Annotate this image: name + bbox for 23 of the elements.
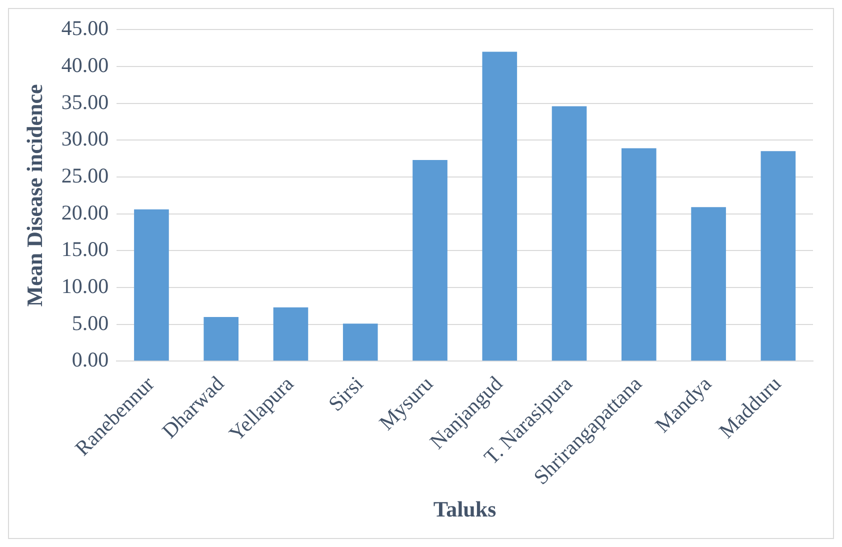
y-tick-label: 30.00 [61, 126, 109, 151]
bar [204, 316, 239, 361]
y-tick-label: 40.00 [61, 52, 109, 77]
y-tick-label: 15.00 [61, 237, 109, 262]
bar [273, 307, 308, 361]
bar [760, 151, 796, 361]
y-tick-label: 0.00 [72, 348, 109, 372]
x-tick-label: Sirsi [324, 371, 368, 416]
y-tick-label: 25.00 [61, 163, 109, 188]
bar [482, 52, 518, 361]
bar [622, 148, 656, 361]
y-tick-label: 10.00 [61, 274, 109, 298]
bar [691, 207, 726, 361]
bar [412, 160, 448, 361]
y-tick-label: 35.00 [61, 90, 109, 114]
x-axis-title: Taluks [433, 496, 497, 522]
y-tick-label: 5.00 [72, 310, 109, 335]
y-tick-label: 45.00 [61, 16, 109, 40]
y-tick-label: 20.00 [61, 200, 109, 224]
bar [134, 209, 169, 361]
bar [552, 106, 587, 361]
bar [342, 324, 378, 361]
y-axis-title: Mean Disease incidence [22, 84, 47, 307]
